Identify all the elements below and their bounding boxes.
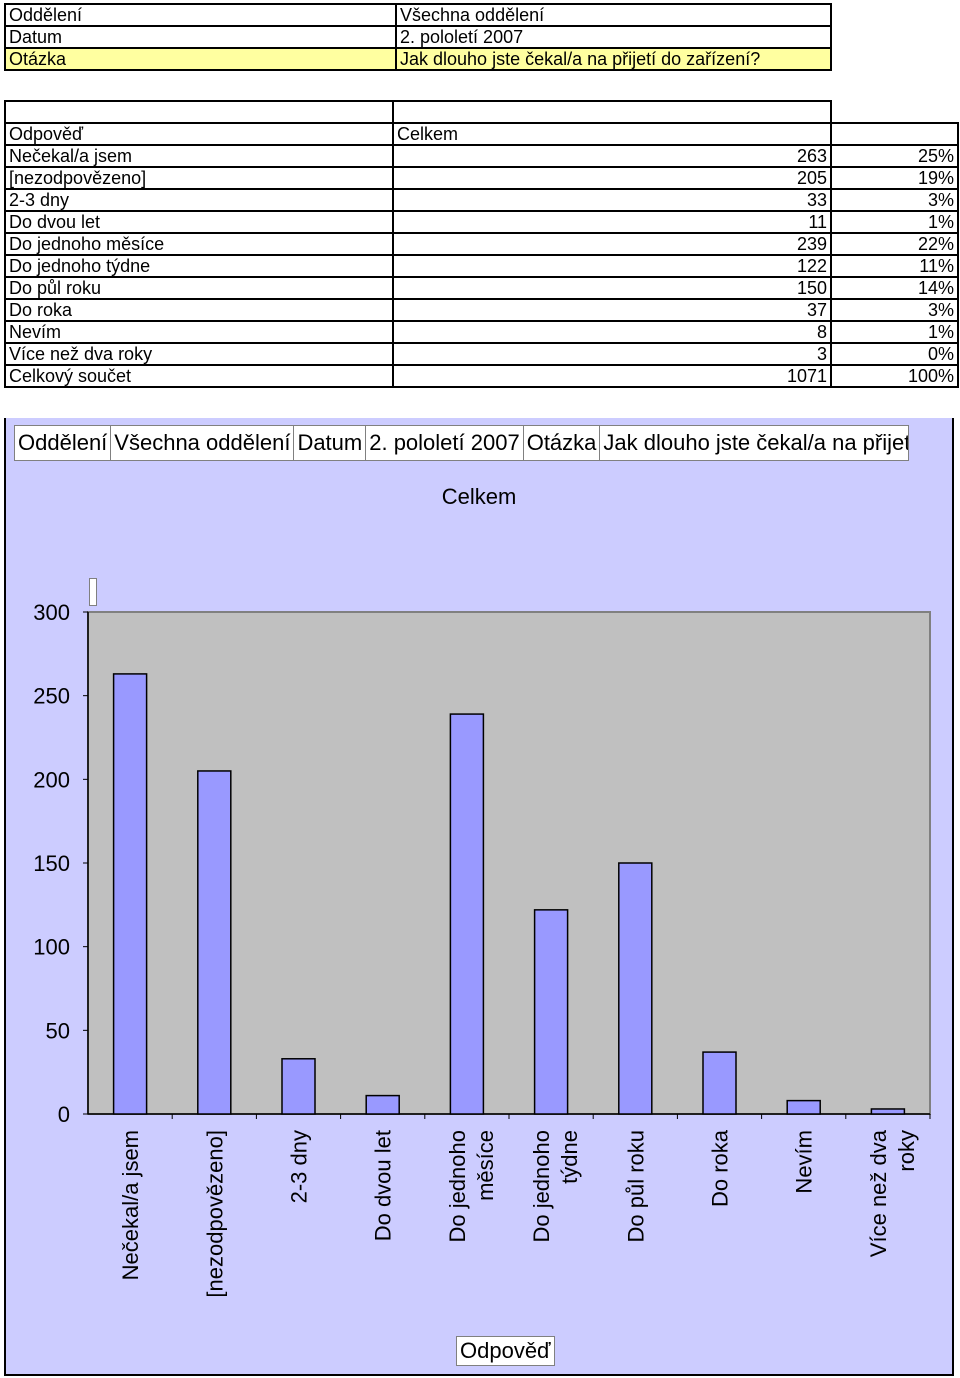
y-tick-label: 150 (33, 851, 70, 876)
row-percent: 3% (830, 298, 959, 322)
filter-key: Oddělení (4, 3, 397, 27)
bar (533, 909, 569, 1115)
page-field-value[interactable]: Všechna oddělení (111, 426, 295, 460)
row-percent: 25% (830, 144, 959, 168)
legend-fragment (89, 578, 97, 606)
x-axis-title[interactable]: Odpověď (456, 1336, 555, 1366)
table-row: Do dvou let 11 1% (4, 210, 959, 234)
header-total: Celkem (392, 122, 832, 146)
x-tick-label: Do jednoho týdne (529, 1130, 582, 1243)
table-row: [nezodpovězeno] 205 19% (4, 166, 959, 190)
row-count: 11 (392, 210, 832, 234)
x-tick-label: 2-3 dny (287, 1130, 312, 1203)
page-field-label[interactable]: Oddělení (15, 426, 112, 460)
filter-key: Datum (4, 25, 397, 49)
row-percent: 100% (830, 364, 959, 388)
page-field-value[interactable]: Jak dlouho jste čekal/a na přijetí do za… (603, 430, 909, 455)
filter-table: Oddělení Všechna oddělení Datum 2. pololet… (4, 3, 832, 71)
row-count: 3 (392, 342, 832, 366)
y-tick-label: 300 (33, 600, 70, 625)
x-tick-label: Do půl roku (623, 1130, 648, 1243)
filter-value: Jak dlouho jste čekal/a na přijetí do za… (395, 47, 832, 71)
bar (786, 1099, 821, 1115)
bar (449, 713, 485, 1115)
row-count: 263 (392, 144, 832, 168)
bar (618, 862, 653, 1115)
table-row: Více než dva roky 3 0% (4, 342, 959, 366)
y-tick-label: 0 (58, 1102, 70, 1127)
page-field-label[interactable]: Otázka (524, 426, 601, 460)
bar (702, 1051, 737, 1115)
y-tick-label: 200 (33, 767, 70, 792)
bar (112, 673, 148, 1115)
x-tick-label: Nečekal/a jsem (118, 1130, 143, 1280)
x-tick-label: Více než dva roky (866, 1129, 919, 1257)
row-label: Více než dva roky (4, 342, 394, 366)
row-label: Do jednoho měsíce (4, 232, 394, 256)
row-percent: 22% (830, 232, 959, 256)
row-label: Nevím (4, 320, 394, 344)
chart-area: Oddělení Všechna oddělení Datum 2. polol… (4, 418, 954, 1376)
row-percent: 19% (830, 166, 959, 190)
table-row: Nevím 8 1% (4, 320, 959, 344)
table-row: Celkový součet 1071 100% (4, 364, 959, 388)
row-count: 205 (392, 166, 832, 190)
bar (870, 1108, 906, 1115)
row-percent: 14% (830, 276, 959, 300)
y-tick-label: 50 (46, 1018, 70, 1043)
row-count: 150 (392, 276, 832, 300)
table-row: Nečekal/a jsem 263 25% (4, 144, 959, 168)
bar (281, 1058, 316, 1115)
bar (197, 770, 232, 1115)
x-tick-label: Do dvou let (371, 1130, 396, 1241)
chart-title: Celkem (441, 484, 517, 509)
filter-key: Otázka (4, 47, 397, 71)
table-row: Do jednoho týdne 122 11% (4, 254, 959, 278)
y-tick-label: 100 (33, 935, 70, 960)
filter-value: Všechna oddělení (395, 3, 832, 27)
row-count: 8 (392, 320, 832, 344)
x-tick-label: Do jednoho měsíce (445, 1130, 498, 1243)
row-count: 37 (392, 298, 832, 322)
page-field-label[interactable]: Datum (294, 426, 367, 460)
row-label: Do jednoho týdne (4, 254, 394, 278)
row-percent: 11% (830, 254, 959, 278)
x-tick-label: Do roka (708, 1129, 733, 1207)
row-label: Do roka (4, 298, 394, 322)
x-tick-label: [nezodpovězeno] (202, 1130, 227, 1298)
row-count: 33 (392, 188, 832, 212)
table-row: Do jednoho měsíce 239 22% (4, 232, 959, 256)
row-percent: 0% (830, 342, 959, 366)
row-label: Nečekal/a jsem (4, 144, 394, 168)
row-count: 1071 (392, 364, 832, 388)
bar (365, 1094, 400, 1115)
row-label: [nezodpovězeno] (4, 166, 394, 190)
row-label: Celkový součet (4, 364, 394, 388)
row-label: 2-3 dny (4, 188, 394, 212)
y-tick-label: 250 (33, 684, 70, 709)
row-label: Do dvou let (4, 210, 394, 234)
table-row: 2-3 dny 33 3% (4, 188, 959, 212)
row-count: 239 (392, 232, 832, 256)
row-percent: 1% (830, 210, 959, 234)
row-label: Do půl roku (4, 276, 394, 300)
page-field-value[interactable]: 2. pololetí 2007 (366, 426, 524, 460)
page-field-bar: Oddělení Všechna oddělení Datum 2. polol… (14, 425, 910, 461)
x-tick-label: Nevím (792, 1130, 817, 1194)
table-row: Do roka 37 3% (4, 298, 959, 322)
bar-chart: 0 50 100 150 200 250 300 Nečekal/a jsem [nezodpo… (33, 600, 931, 1298)
row-count: 122 (392, 254, 832, 278)
row-percent: 1% (830, 320, 959, 344)
data-table: Odpověď Celkem Nečekal/a jsem 263 25% [nezo… (4, 100, 959, 388)
row-percent: 3% (830, 188, 959, 212)
header-answer: Odpověď (4, 122, 394, 146)
table-row: Do půl roku 150 14% (4, 276, 959, 300)
filter-value: 2. pololetí 2007 (395, 25, 832, 49)
